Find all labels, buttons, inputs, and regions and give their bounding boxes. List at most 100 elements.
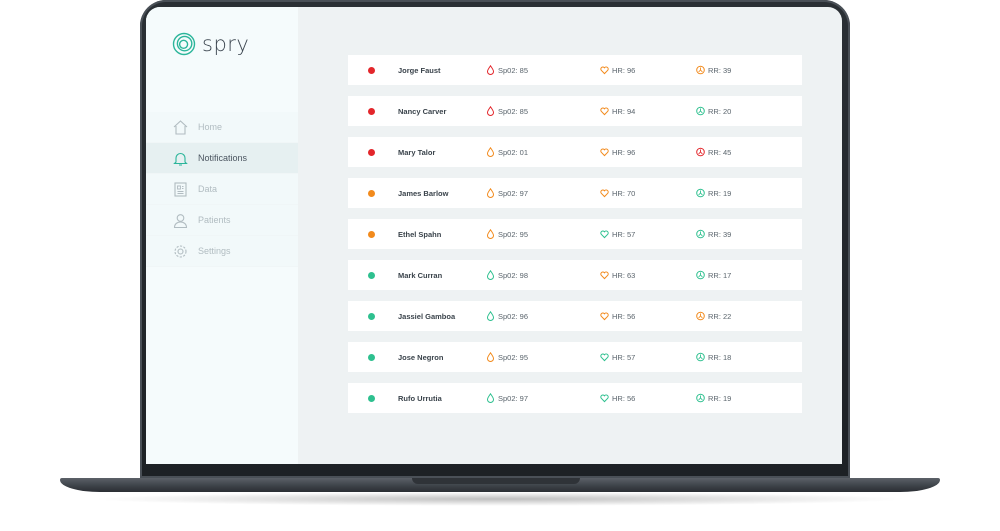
drop-icon <box>486 270 495 280</box>
heart-rate-value: HR: 63 <box>612 270 636 280</box>
lungs-icon <box>696 147 705 157</box>
heart-rate-metric: HR: 56 <box>600 311 635 321</box>
patient-row[interactable]: Mark Curran Sp02: 98 HR: 63 RR: 17 <box>348 260 802 290</box>
status-dot <box>368 231 375 238</box>
sidebar-item-patients[interactable]: Patients <box>146 205 298 236</box>
respiratory-rate-metric: RR: 18 <box>696 352 731 362</box>
patient-row[interactable]: James Barlow Sp02: 97 HR: 70 RR: 19 <box>348 178 802 208</box>
lungs-icon <box>696 106 705 116</box>
gear-icon <box>172 243 189 260</box>
spo2-value: Sp02: 96 <box>498 311 529 321</box>
status-dot <box>368 313 375 320</box>
heart-rate-value: HR: 57 <box>612 352 636 362</box>
respiratory-rate-value: RR: 39 <box>708 229 732 239</box>
spo2-value: Sp02: 95 <box>498 352 529 362</box>
patient-name: Jorge Faust <box>398 65 441 75</box>
lungs-icon <box>696 352 705 362</box>
drop-icon <box>486 311 495 321</box>
lungs-icon <box>696 188 705 198</box>
respiratory-rate-value: RR: 19 <box>708 188 732 198</box>
sidebar-item-home[interactable]: Home <box>146 112 298 143</box>
spo2-value: Sp02: 95 <box>498 229 529 239</box>
heart-icon <box>600 353 609 362</box>
drop-icon <box>486 188 495 198</box>
status-dot <box>368 395 375 402</box>
spo2-value: Sp02: 97 <box>498 188 529 198</box>
heart-icon <box>600 312 609 321</box>
sidebar-item-label: Notifications <box>198 153 248 163</box>
respiratory-rate-metric: RR: 19 <box>696 188 731 198</box>
respiratory-rate-metric: RR: 39 <box>696 65 731 75</box>
respiratory-rate-value: RR: 18 <box>708 352 732 362</box>
respiratory-rate-metric: RR: 17 <box>696 270 731 280</box>
spo2-metric: Sp02: 98 <box>486 270 528 280</box>
respiratory-rate-value: RR: 19 <box>708 393 732 403</box>
patient-name: James Barlow <box>398 188 449 198</box>
respiratory-rate-metric: RR: 20 <box>696 106 731 116</box>
patient-name: Jose Negron <box>398 352 444 362</box>
heart-rate-value: HR: 96 <box>612 147 636 157</box>
sidebar-nav: Home Notifications Data Patients <box>146 112 298 267</box>
heart-rate-value: HR: 56 <box>612 393 636 403</box>
logo-icon <box>172 32 196 56</box>
heart-rate-metric: HR: 56 <box>600 393 635 403</box>
heart-rate-value: HR: 57 <box>612 229 636 239</box>
lungs-icon <box>696 393 705 403</box>
heart-icon <box>600 271 609 280</box>
heart-rate-metric: HR: 63 <box>600 270 635 280</box>
spo2-value: Sp02: 85 <box>498 65 529 75</box>
status-dot <box>368 108 375 115</box>
document-icon <box>172 181 189 198</box>
status-dot <box>368 272 375 279</box>
patient-name: Ethel Spahn <box>398 229 442 239</box>
patient-row[interactable]: Nancy Carver Sp02: 85 HR: 94 RR: 20 <box>348 96 802 126</box>
patient-name: Nancy Carver <box>398 106 447 116</box>
lungs-icon <box>696 311 705 321</box>
patient-row[interactable]: Jassiel Gamboa Sp02: 96 HR: 56 RR: 22 <box>348 301 802 331</box>
user-icon <box>172 212 189 229</box>
status-dot <box>368 190 375 197</box>
respiratory-rate-metric: RR: 39 <box>696 229 731 239</box>
laptop-base <box>60 478 940 492</box>
heart-icon <box>600 394 609 403</box>
lungs-icon <box>696 229 705 239</box>
patient-row[interactable]: Mary Talor Sp02: 01 HR: 96 RR: 45 <box>348 137 802 167</box>
spo2-value: Sp02: 98 <box>498 270 529 280</box>
respiratory-rate-value: RR: 17 <box>708 270 732 280</box>
spo2-value: Sp02: 97 <box>498 393 529 403</box>
sidebar-item-notifications[interactable]: Notifications <box>146 143 298 174</box>
respiratory-rate-metric: RR: 19 <box>696 393 731 403</box>
sidebar-item-data[interactable]: Data <box>146 174 298 205</box>
spo2-metric: Sp02: 95 <box>486 229 528 239</box>
heart-icon <box>600 107 609 116</box>
sidebar-item-settings[interactable]: Settings <box>146 236 298 267</box>
patient-row[interactable]: Rufo Urrutia Sp02: 97 HR: 56 RR: 19 <box>348 383 802 413</box>
app-screen: spry Home Notifications Data <box>146 7 842 464</box>
sidebar-item-label: Home <box>198 122 223 132</box>
patient-name: Mary Talor <box>398 147 436 157</box>
status-dot <box>368 149 375 156</box>
status-dot <box>368 354 375 361</box>
spo2-metric: Sp02: 97 <box>486 188 528 198</box>
patient-row[interactable]: Jose Negron Sp02: 95 HR: 57 RR: 18 <box>348 342 802 372</box>
spo2-metric: Sp02: 01 <box>486 147 528 157</box>
laptop-shadow <box>90 492 910 506</box>
heart-rate-metric: HR: 94 <box>600 106 635 116</box>
home-icon <box>172 119 189 136</box>
heart-icon <box>600 189 609 198</box>
app-logo[interactable]: spry <box>172 32 249 56</box>
respiratory-rate-value: RR: 45 <box>708 147 732 157</box>
respiratory-rate-metric: RR: 22 <box>696 311 731 321</box>
patient-row[interactable]: Jorge Faust Sp02: 85 HR: 96 RR: 39 <box>348 55 802 85</box>
spo2-value: Sp02: 85 <box>498 106 529 116</box>
patient-name: Jassiel Gamboa <box>398 311 456 321</box>
patient-name: Mark Curran <box>398 270 443 280</box>
sidebar-item-label: Patients <box>198 215 231 225</box>
sidebar: spry Home Notifications Data <box>146 7 298 464</box>
drop-icon <box>486 65 495 75</box>
heart-rate-value: HR: 70 <box>612 188 636 198</box>
patient-row[interactable]: Ethel Spahn Sp02: 95 HR: 57 RR: 39 <box>348 219 802 249</box>
patient-name: Rufo Urrutia <box>398 393 442 403</box>
heart-rate-metric: HR: 57 <box>600 229 635 239</box>
drop-icon <box>486 352 495 362</box>
